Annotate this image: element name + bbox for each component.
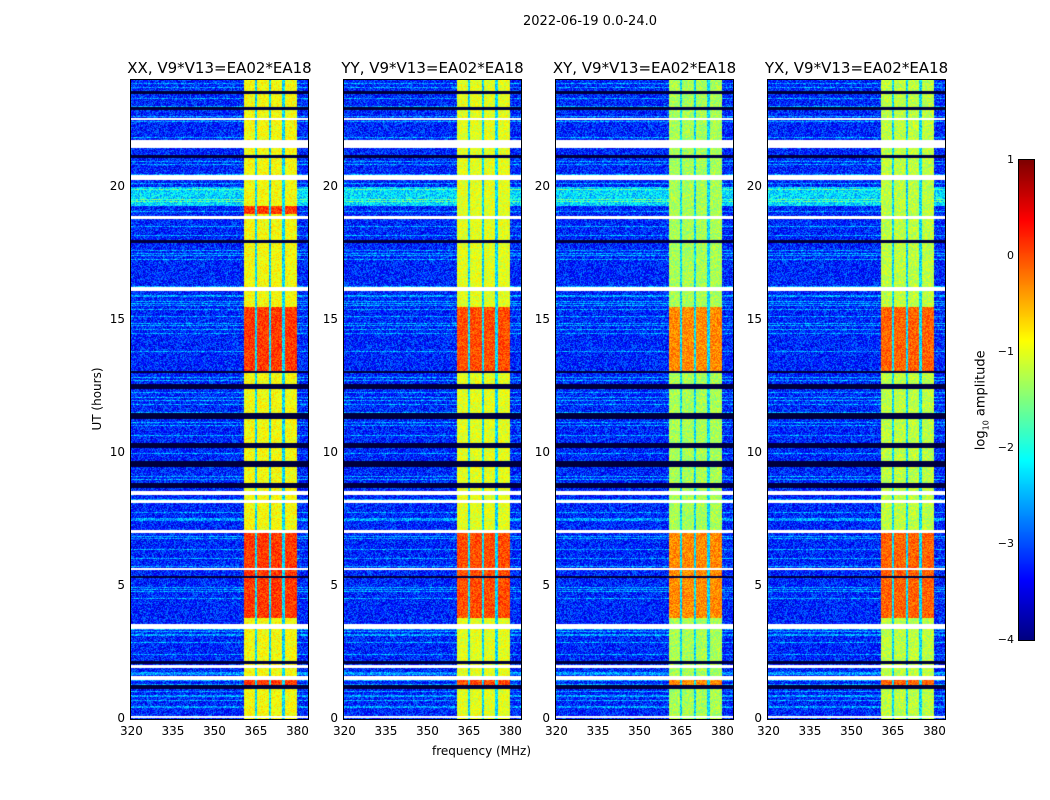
y-tick-label: 20 [746,178,762,193]
x-tick-label: 365 [244,724,268,738]
y-tick-label: 5 [542,577,550,592]
x-tick-label: 365 [881,724,905,738]
y-tick-label: 20 [534,178,550,193]
x-tick-label: 350 [839,724,863,738]
y-tick-label: 10 [746,444,762,459]
colorbar [1019,160,1034,640]
x-tick-label: 350 [202,724,226,738]
heatmap-3 [556,80,733,719]
y-tick-label: 0 [542,711,550,725]
x-tick-label: 320 [333,724,356,738]
x-tick-label: 335 [798,724,822,738]
y-tick-label: 15 [322,311,338,326]
y-tick-label: 15 [109,311,125,326]
colorbar-tick-label: 0 [1007,249,1014,262]
y-tick-label: 0 [754,711,762,725]
colorbar-tick-label: −1 [997,345,1014,358]
y-tick-label: 10 [109,444,125,459]
panel-title: YX, V9*V13=EA02*EA18 [764,59,949,77]
y-tick-label: 15 [534,311,550,326]
x-axis-label: frequency (MHz) [432,744,532,758]
panel-title: XY, V9*V13=EA02*EA18 [552,59,737,77]
x-tick-label: 350 [415,724,439,738]
panel-title: YY, V9*V13=EA02*EA18 [341,59,524,77]
colorbar-tick-label: 1 [1007,153,1014,166]
x-tick-label: 365 [457,724,481,738]
suptitle: 2022-06-19 0.0-24.0 [523,14,657,29]
y-tick-label: 0 [330,711,338,725]
panel-frame [555,79,734,720]
panel-title: XX, V9*V13=EA02*EA18 [127,59,312,77]
heatmap-4 [768,80,945,719]
x-tick-label: 335 [586,724,610,738]
x-tick-label: 335 [374,724,398,738]
x-tick-label: 380 [498,724,522,738]
x-tick-label: 320 [757,724,780,738]
heatmap-2 [344,80,521,719]
heatmap-1 [131,80,308,719]
x-tick-label: 380 [922,724,946,738]
x-tick-label: 365 [669,724,693,738]
colorbar-tick-label: −4 [997,633,1014,646]
y-tick-label: 15 [746,311,762,326]
x-tick-label: 320 [120,724,143,738]
colorbar-tick-label: −2 [997,441,1014,454]
x-tick-label: 380 [710,724,734,738]
x-tick-label: 350 [627,724,651,738]
y-tick-label: 0 [117,711,125,725]
panel-frame [130,79,309,720]
y-tick-label: 5 [117,577,125,592]
x-tick-label: 320 [545,724,568,738]
y-tick-label: 10 [534,444,550,459]
y-tick-label: 5 [754,577,762,592]
x-tick-label: 335 [161,724,185,738]
x-tick-label: 380 [285,724,309,738]
panel-frame [343,79,522,720]
y-tick-label: 20 [322,178,338,193]
y-tick-label: 20 [109,178,125,193]
y-axis-label: UT (hours) [90,367,104,431]
y-tick-label: 10 [322,444,338,459]
panel-frame [767,79,946,720]
y-tick-label: 5 [330,577,338,592]
colorbar-frame [1018,159,1035,641]
colorbar-label: log10 amplitude [973,350,991,451]
colorbar-tick-label: −3 [997,537,1014,550]
